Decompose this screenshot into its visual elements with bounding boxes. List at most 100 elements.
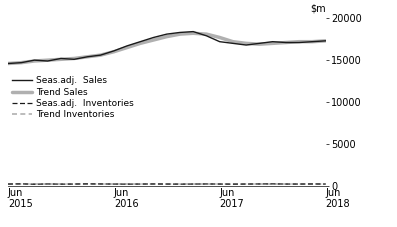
Seas.adj.  Inventories (58, 183, 63, 185)
Trend Inventories (58, 183, 63, 185)
Trend Sales (177, 33, 182, 35)
Seas.adj.  Sales (58, 57, 63, 60)
Seas.adj.  Sales (244, 44, 249, 46)
Seas.adj.  Sales (151, 36, 156, 39)
Trend Inventories (231, 183, 235, 185)
Trend Sales (58, 58, 63, 61)
Seas.adj.  Sales (45, 60, 50, 62)
Seas.adj.  Sales (32, 59, 37, 62)
Seas.adj.  Sales (323, 39, 328, 42)
Text: $m: $m (310, 3, 326, 13)
Trend Inventories (32, 183, 37, 185)
Trend Sales (297, 40, 301, 43)
Trend Inventories (244, 183, 249, 185)
Trend Inventories (283, 183, 288, 185)
Trend Sales (270, 42, 275, 45)
Seas.adj.  Inventories (32, 183, 37, 185)
Seas.adj.  Sales (217, 40, 222, 43)
Seas.adj.  Sales (191, 30, 196, 33)
Trend Sales (231, 40, 235, 43)
Seas.adj.  Sales (6, 62, 10, 65)
Trend Inventories (270, 183, 275, 185)
Trend Inventories (85, 183, 90, 185)
Seas.adj.  Inventories (112, 183, 116, 185)
Trend Inventories (138, 183, 143, 185)
Trend Sales (204, 33, 209, 35)
Legend: Seas.adj.  Sales, Trend Sales, Seas.adj.  Inventories, Trend Inventories: Seas.adj. Sales, Trend Sales, Seas.adj. … (12, 76, 134, 119)
Seas.adj.  Sales (164, 33, 169, 35)
Trend Sales (19, 61, 23, 64)
Trend Sales (112, 50, 116, 53)
Seas.adj.  Inventories (85, 183, 90, 185)
Seas.adj.  Inventories (138, 183, 143, 185)
Trend Sales (283, 41, 288, 44)
Trend Inventories (6, 183, 10, 185)
Seas.adj.  Sales (270, 40, 275, 43)
Trend Sales (244, 42, 249, 45)
Seas.adj.  Inventories (45, 183, 50, 185)
Trend Sales (257, 43, 262, 46)
Seas.adj.  Inventories (151, 183, 156, 185)
Trend Inventories (297, 183, 301, 185)
Trend Inventories (45, 183, 50, 185)
Seas.adj.  Sales (297, 41, 301, 44)
Trend Inventories (112, 183, 116, 185)
Trend Inventories (323, 183, 328, 185)
Seas.adj.  Inventories (177, 183, 182, 185)
Trend Sales (217, 36, 222, 39)
Seas.adj.  Inventories (164, 183, 169, 185)
Trend Inventories (191, 183, 196, 185)
Seas.adj.  Sales (85, 55, 90, 58)
Seas.adj.  Inventories (270, 183, 275, 185)
Seas.adj.  Inventories (297, 183, 301, 185)
Seas.adj.  Sales (19, 61, 23, 64)
Trend Inventories (177, 183, 182, 185)
Trend Sales (72, 57, 77, 60)
Seas.adj.  Inventories (217, 183, 222, 185)
Line: Trend Sales: Trend Sales (8, 33, 326, 64)
Seas.adj.  Inventories (125, 183, 129, 185)
Trend Sales (85, 55, 90, 58)
Trend Inventories (151, 183, 156, 185)
Trend Sales (6, 62, 10, 65)
Trend Inventories (98, 183, 103, 185)
Seas.adj.  Sales (283, 41, 288, 44)
Trend Sales (310, 40, 315, 43)
Trend Sales (45, 59, 50, 62)
Trend Inventories (204, 183, 209, 185)
Seas.adj.  Inventories (98, 183, 103, 185)
Seas.adj.  Sales (177, 31, 182, 34)
Line: Seas.adj.  Sales: Seas.adj. Sales (8, 32, 326, 64)
Trend Sales (191, 32, 196, 35)
Seas.adj.  Sales (112, 49, 116, 52)
Seas.adj.  Sales (257, 42, 262, 45)
Seas.adj.  Sales (72, 58, 77, 61)
Seas.adj.  Inventories (19, 183, 23, 185)
Trend Sales (323, 39, 328, 42)
Trend Sales (125, 46, 129, 49)
Trend Inventories (164, 183, 169, 185)
Trend Sales (32, 60, 37, 62)
Seas.adj.  Sales (138, 40, 143, 43)
Seas.adj.  Inventories (310, 183, 315, 185)
Trend Sales (151, 39, 156, 41)
Seas.adj.  Sales (98, 54, 103, 57)
Seas.adj.  Inventories (191, 183, 196, 185)
Trend Inventories (257, 183, 262, 185)
Seas.adj.  Sales (125, 44, 129, 47)
Seas.adj.  Sales (231, 42, 235, 45)
Seas.adj.  Inventories (257, 183, 262, 185)
Trend Sales (164, 35, 169, 38)
Seas.adj.  Inventories (6, 183, 10, 185)
Seas.adj.  Inventories (231, 183, 235, 185)
Seas.adj.  Sales (204, 35, 209, 37)
Trend Inventories (72, 183, 77, 185)
Trend Inventories (310, 183, 315, 185)
Seas.adj.  Sales (310, 40, 315, 43)
Seas.adj.  Inventories (204, 183, 209, 185)
Trend Sales (138, 42, 143, 45)
Trend Inventories (19, 183, 23, 185)
Trend Inventories (217, 183, 222, 185)
Seas.adj.  Inventories (323, 183, 328, 185)
Seas.adj.  Inventories (244, 183, 249, 185)
